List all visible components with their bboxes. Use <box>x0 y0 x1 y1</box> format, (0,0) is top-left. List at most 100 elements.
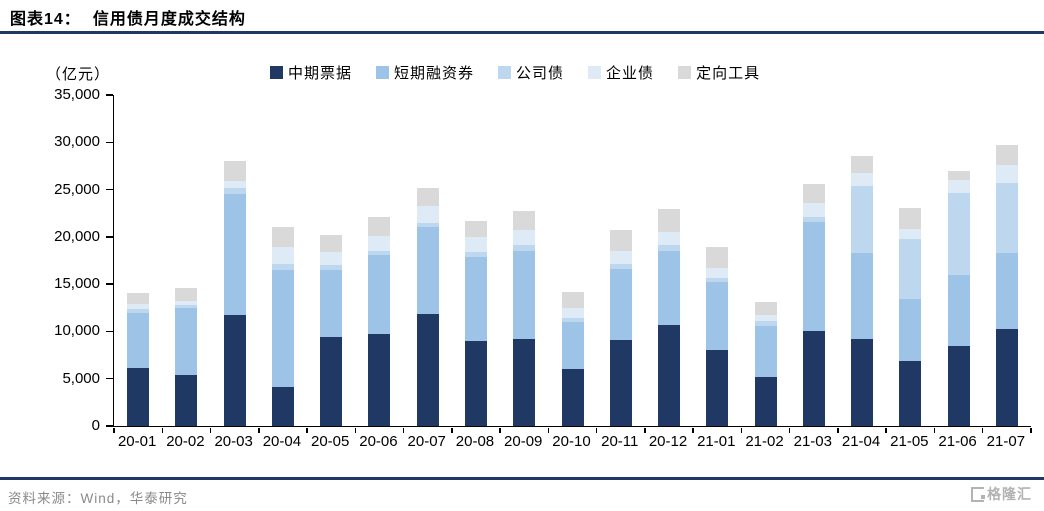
bar-21-02 <box>754 302 777 426</box>
y-axis-tick <box>106 141 113 144</box>
bar-segment <box>802 221 825 332</box>
x-axis-label: 20-08 <box>455 433 495 450</box>
bar-segment <box>899 229 922 240</box>
bar-segment <box>175 307 198 375</box>
bar-segment <box>754 302 777 315</box>
bar-segment <box>754 314 777 322</box>
bar-segment <box>947 180 970 194</box>
bar-segment <box>947 345 970 426</box>
bar-segment <box>754 321 777 326</box>
y-axis-tick <box>106 283 113 285</box>
x-axis-label: 21-01 <box>697 433 736 450</box>
y-axis-label: 35,000 <box>54 86 100 103</box>
bar-segment <box>609 264 632 270</box>
bar-segment <box>175 288 198 301</box>
bar-21-05 <box>899 208 922 426</box>
legend-swatch-icon <box>498 66 512 79</box>
bar-20-12 <box>658 209 681 426</box>
y-axis-label: 15,000 <box>54 275 100 293</box>
x-axis-tick <box>788 428 791 433</box>
x-axis-label: 21-05 <box>890 433 929 450</box>
x-axis-label: 20-01 <box>117 433 157 450</box>
bar-21-06 <box>947 170 970 426</box>
bar-segment <box>513 211 536 231</box>
bar-20-11 <box>609 230 632 426</box>
bar-segment <box>223 194 246 316</box>
bar-21-03 <box>802 183 825 426</box>
y-axis-tick <box>106 330 113 333</box>
x-axis-label: 20-09 <box>504 433 543 450</box>
legend-swatch-icon <box>678 66 692 79</box>
bar-segment <box>706 247 729 268</box>
bar-segment <box>802 331 825 426</box>
x-axis-label: 21-03 <box>793 433 832 450</box>
x-axis-tick <box>161 428 163 433</box>
bar-segment <box>368 216 391 236</box>
x-axis-label: 21-07 <box>986 433 1026 450</box>
bar-segment <box>175 300 198 306</box>
bar-segment <box>127 368 150 426</box>
bar-segment <box>802 216 825 222</box>
bar-segment <box>658 251 681 325</box>
bar-20-03 <box>223 161 246 426</box>
bar-segment <box>416 314 439 426</box>
x-axis-tick <box>306 428 308 433</box>
gelonghui-logo-icon <box>971 486 985 502</box>
bar-segment <box>561 317 584 323</box>
bar-segment <box>995 182 1018 253</box>
x-axis-label: 21-04 <box>841 433 881 450</box>
bar-segment <box>609 339 632 426</box>
legend-label: 短期融资券 <box>394 65 475 82</box>
bar-segment <box>416 227 439 315</box>
bar-segment <box>754 376 777 426</box>
bar-segment <box>416 223 439 228</box>
bar-segment <box>464 236 487 253</box>
y-axis-label: 20,000 <box>54 227 100 245</box>
x-axis-label: 20-04 <box>262 433 302 450</box>
x-axis-tick <box>644 428 646 433</box>
bar-segment <box>658 232 681 246</box>
legend-label: 企业债 <box>606 65 655 82</box>
bar-segment <box>320 337 343 426</box>
legend-item: 中期票据 <box>270 62 352 83</box>
bar-segment <box>802 203 825 217</box>
bar-segment <box>223 181 246 188</box>
bar-segment <box>851 252 874 339</box>
y-axis-label: 0 <box>91 417 100 434</box>
page-title: 信用债月度成交结构 <box>92 11 246 28</box>
x-axis-tick <box>451 428 453 433</box>
bar-segment <box>609 269 632 340</box>
bar-segment <box>175 374 198 426</box>
bar-segment <box>320 251 343 266</box>
y-axis-tick <box>106 94 113 96</box>
bar-segment <box>513 339 536 426</box>
bar-segment <box>175 305 198 308</box>
y-axis-tick <box>106 188 113 191</box>
bar-segment <box>416 205 439 224</box>
bar-segment <box>706 350 729 426</box>
x-axis-label: 20-06 <box>359 433 398 450</box>
bar-20-05 <box>320 235 343 426</box>
x-axis-tick <box>547 428 550 433</box>
bar-20-06 <box>368 216 391 426</box>
bar-segment <box>561 369 584 426</box>
bar-segment <box>899 360 922 426</box>
bar-segment <box>464 256 487 341</box>
bar-segment <box>127 292 150 305</box>
title-divider <box>0 31 1044 34</box>
bar-segment <box>658 245 681 252</box>
y-axis-label: 10,000 <box>54 322 100 340</box>
legend-item: 定向工具 <box>678 62 760 83</box>
figure-title: 图表14： 信用债月度成交结构 <box>10 5 246 29</box>
legend-item: 企业债 <box>588 62 654 83</box>
x-axis-label: 20-05 <box>310 433 350 450</box>
bar-segment <box>271 269 294 388</box>
legend-swatch-icon <box>588 66 602 79</box>
y-axis-label: 30,000 <box>54 133 100 151</box>
bar-20-08 <box>464 220 487 426</box>
x-axis-label: 21-06 <box>938 433 977 450</box>
bar-segment <box>947 170 970 181</box>
bar-segment <box>995 328 1018 426</box>
bar-segment <box>947 193 970 275</box>
